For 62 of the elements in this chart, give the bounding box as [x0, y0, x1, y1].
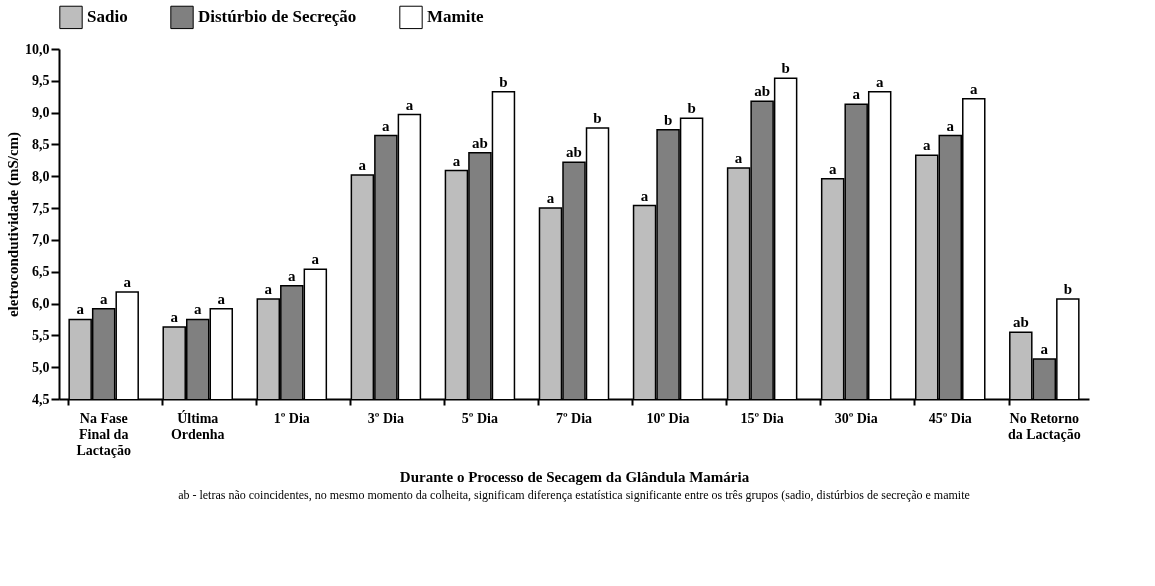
- x-tick-label: 10º Dia: [646, 410, 690, 426]
- data-label: a: [970, 80, 979, 97]
- data-label: a: [311, 251, 320, 268]
- x-tick-label: 7º Dia: [555, 410, 593, 426]
- y-tick-label: 9,5: [32, 73, 50, 89]
- legend-label: Sadio: [87, 7, 128, 27]
- x-tick-label: 5º Dia: [461, 410, 498, 426]
- data-label: a: [405, 96, 414, 113]
- data-label: ab: [472, 134, 488, 151]
- data-label: a: [828, 160, 837, 177]
- data-label: a: [264, 281, 273, 298]
- text: ab - letras não coincidentes, no mesmo momento da colheita, significam diferença estatística significante entre os três grupos (sadio, distúrbios de secreção e mamite: [178, 488, 970, 502]
- data-label: a: [852, 86, 861, 103]
- data-label: b: [1063, 281, 1073, 298]
- data-label: b: [663, 111, 673, 128]
- y-tick-label: 8,0: [32, 168, 50, 184]
- y-tick-label: 7,0: [32, 232, 50, 248]
- data-label: a: [217, 290, 226, 307]
- x-tick-label: 45º Dia: [928, 410, 972, 426]
- y-tick-label: 10,0: [25, 41, 50, 57]
- y-tick-label: 6,5: [32, 264, 50, 280]
- data-label: a: [123, 274, 132, 291]
- data-label: ab: [1012, 314, 1029, 331]
- data-label: a: [946, 117, 955, 134]
- y-tick-label: 4,5: [32, 391, 50, 407]
- data-label: a: [452, 152, 461, 169]
- data-label: ab: [754, 83, 771, 100]
- data-label: a: [546, 190, 555, 207]
- x-tick-label: 1º Dia: [273, 410, 310, 426]
- data-label: b: [781, 60, 790, 77]
- data-label: a: [640, 187, 649, 204]
- data-label: a: [193, 301, 202, 318]
- x-tick-label: No Retorno da Lactação: [1007, 410, 1081, 442]
- x-tick-label: Na Fase Final da Lactação: [76, 410, 131, 458]
- data-label: a: [99, 290, 108, 307]
- data-label: b: [687, 100, 696, 117]
- y-tick-label: 8,5: [32, 136, 50, 152]
- y-tick-label: 9,0: [32, 105, 50, 121]
- data-label: a: [875, 73, 884, 90]
- legend-label: Distúrbio de Secreção: [198, 7, 357, 27]
- data-label: b: [593, 109, 602, 126]
- legend-label: Mamite: [427, 7, 485, 27]
- data-label: a: [76, 301, 85, 318]
- data-label: ab: [566, 144, 582, 161]
- data-label: a: [358, 157, 367, 173]
- data-label: b: [499, 73, 508, 90]
- data-label: a: [170, 309, 179, 326]
- x-tick-label: 30º Dia: [834, 410, 878, 426]
- y-axis-title: eletrocondutividade (mS/cm): [5, 131, 22, 318]
- y-tick-label: 6,0: [32, 296, 50, 312]
- y-tick-label: 5,0: [32, 359, 50, 375]
- data-label: a: [922, 137, 931, 154]
- x-axis-title: Durante o Processo de Secagem da Glândula Mamária: [399, 468, 750, 485]
- y-tick-label: 5,5: [32, 327, 50, 343]
- x-tick-label: 3º Dia: [367, 410, 404, 426]
- data-label: a: [288, 267, 297, 284]
- data-label: a: [734, 150, 743, 166]
- data-label: a: [1040, 340, 1049, 357]
- data-label: a: [382, 117, 391, 134]
- y-tick-label: 7,5: [32, 200, 50, 216]
- x-tick-label: 15º Dia: [740, 410, 784, 426]
- x-tick-label: Última Ordenha: [170, 409, 225, 442]
